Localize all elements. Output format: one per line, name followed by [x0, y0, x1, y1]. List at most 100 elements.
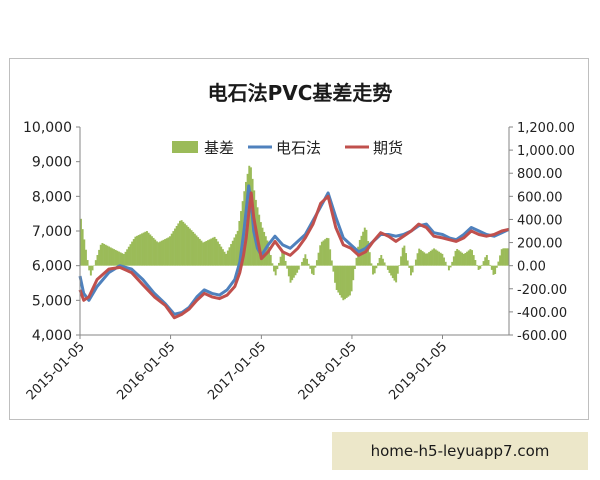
basis-bar — [126, 249, 129, 266]
basis-bar — [165, 238, 168, 266]
basis-bar — [292, 265, 295, 278]
right-tick-label: 0.00 — [517, 260, 546, 275]
basis-bar — [142, 232, 145, 266]
basis-bar — [296, 265, 299, 273]
basis-bar — [461, 252, 464, 266]
basis-bar — [228, 247, 231, 266]
basis-bar — [398, 265, 401, 266]
right-tick-label: 200.00 — [517, 237, 563, 252]
basis-bar — [207, 240, 209, 266]
basis-bar — [449, 265, 452, 268]
basis-bar — [146, 231, 148, 266]
basis-bar — [332, 265, 335, 272]
carbide-line — [78, 184, 510, 316]
basis-bar — [174, 228, 176, 266]
basis-bar — [231, 240, 234, 266]
basis-bar — [108, 246, 110, 266]
basis-bar — [81, 229, 84, 266]
x-tick-label: 2015-01-05 — [24, 339, 88, 403]
left-tick-label: 7,000 — [32, 224, 72, 240]
basis-bar — [136, 235, 139, 266]
basis-bar — [190, 230, 193, 266]
basis-bar — [98, 249, 101, 266]
basis-bar — [122, 254, 125, 266]
basis-bar — [200, 240, 203, 266]
basis-bar — [304, 254, 307, 266]
basis-bar — [141, 233, 143, 266]
basis-bar — [157, 242, 160, 266]
basis-bar — [395, 265, 398, 283]
basis-bar — [423, 252, 426, 266]
basis-bar — [233, 237, 236, 266]
basis-bar — [281, 250, 284, 266]
basis-bar — [484, 257, 487, 266]
basis-bar — [287, 265, 290, 277]
basis-bar — [452, 256, 455, 266]
chart-title: 电石法PVC基差走势 — [208, 81, 393, 105]
basis-bar — [289, 265, 292, 283]
basis-bar — [325, 237, 328, 266]
basis-bar — [497, 261, 500, 266]
basis-bar — [192, 231, 195, 266]
basis-bar — [159, 241, 162, 266]
basis-bar — [306, 258, 308, 266]
basis-bar — [418, 248, 421, 266]
x-tick-label: 2018-01-05 — [296, 339, 360, 403]
legend-label: 电石法 — [276, 139, 321, 157]
basis-bar — [149, 234, 152, 266]
basis-bar — [363, 227, 366, 266]
basis-bar — [307, 263, 310, 266]
basis-bar — [282, 253, 285, 266]
basis-bar — [261, 227, 264, 266]
basis-bar — [342, 265, 345, 301]
right-tick-label: 800.00 — [517, 167, 563, 182]
basis-bar — [170, 233, 173, 266]
basis-bar — [344, 265, 346, 300]
basis-bar — [380, 255, 383, 266]
basis-bar — [495, 265, 498, 268]
basis-bar — [278, 262, 280, 266]
basis-bar — [132, 239, 135, 266]
basis-bar — [230, 244, 233, 266]
basis-bar — [86, 260, 89, 266]
basis-bar — [490, 265, 493, 270]
basis-bar — [212, 237, 214, 266]
basis-bar — [294, 265, 297, 276]
basis-bar — [273, 265, 275, 272]
basis-bar — [139, 234, 142, 266]
basis-bar — [160, 240, 163, 266]
basis-bar — [385, 265, 388, 267]
basis-bar — [353, 265, 356, 270]
basis-bar — [94, 260, 97, 266]
basis-bar — [238, 220, 241, 266]
basis-bar — [426, 253, 429, 266]
basis-bar — [271, 263, 274, 266]
basis-bar — [373, 265, 376, 274]
basis-bar — [401, 247, 404, 266]
right-tick-label: 400.00 — [517, 213, 563, 228]
basis-bar — [137, 235, 140, 266]
x-tick-label: 2016-01-05 — [114, 339, 178, 403]
basis-bar — [504, 248, 506, 266]
basis-bar — [208, 239, 211, 266]
futures-line — [78, 191, 510, 320]
basis-bar — [438, 251, 440, 266]
basis-bar — [322, 240, 325, 266]
basis-bar — [111, 248, 114, 266]
basis-bar — [286, 265, 289, 269]
basis-bar — [127, 246, 130, 266]
basis-bar — [474, 260, 477, 266]
basis-bar — [479, 265, 482, 269]
basis-bar — [218, 244, 221, 266]
basis-bar — [456, 248, 459, 266]
basis-bar — [179, 220, 181, 266]
right-tick-label: -600.00 — [517, 329, 567, 344]
left-tick-label: 4,000 — [32, 328, 72, 344]
basis-bar — [421, 251, 424, 266]
basis-bar — [405, 253, 407, 266]
basis-bar — [269, 255, 272, 266]
basis-bar — [124, 251, 127, 266]
basis-bar — [144, 231, 147, 266]
basis-bar — [370, 263, 373, 266]
basis-bar — [406, 260, 409, 266]
